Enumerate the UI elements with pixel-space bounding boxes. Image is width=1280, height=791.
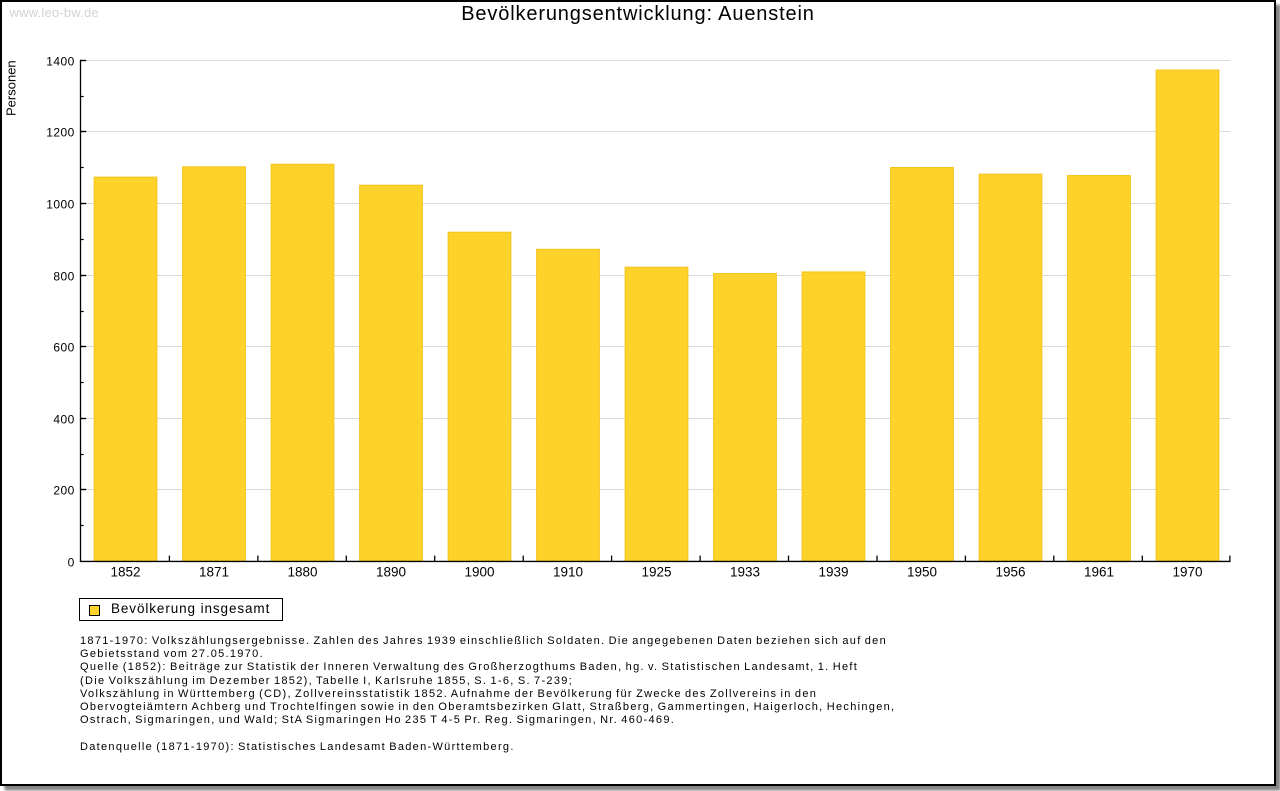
svg-text:1890: 1890	[376, 565, 406, 580]
svg-text:1880: 1880	[287, 565, 317, 580]
svg-text:800: 800	[53, 270, 74, 284]
svg-text:0: 0	[68, 556, 75, 570]
svg-text:1910: 1910	[553, 565, 583, 580]
svg-text:1950: 1950	[907, 565, 937, 580]
svg-text:1871: 1871	[199, 565, 229, 580]
svg-text:400: 400	[53, 413, 74, 427]
svg-text:1961: 1961	[1084, 565, 1114, 580]
svg-text:1956: 1956	[995, 565, 1025, 580]
svg-text:Personen: Personen	[4, 60, 19, 116]
svg-text:1900: 1900	[464, 565, 494, 580]
svg-text:1852: 1852	[110, 565, 140, 580]
svg-text:1200: 1200	[46, 126, 75, 140]
svg-text:1939: 1939	[818, 565, 848, 580]
svg-text:1970: 1970	[1172, 565, 1202, 580]
svg-text:1933: 1933	[730, 565, 760, 580]
svg-text:200: 200	[53, 484, 74, 498]
svg-text:1925: 1925	[641, 565, 671, 580]
svg-text:1000: 1000	[46, 198, 75, 212]
svg-text:600: 600	[53, 341, 74, 355]
svg-text:1400: 1400	[46, 55, 75, 69]
